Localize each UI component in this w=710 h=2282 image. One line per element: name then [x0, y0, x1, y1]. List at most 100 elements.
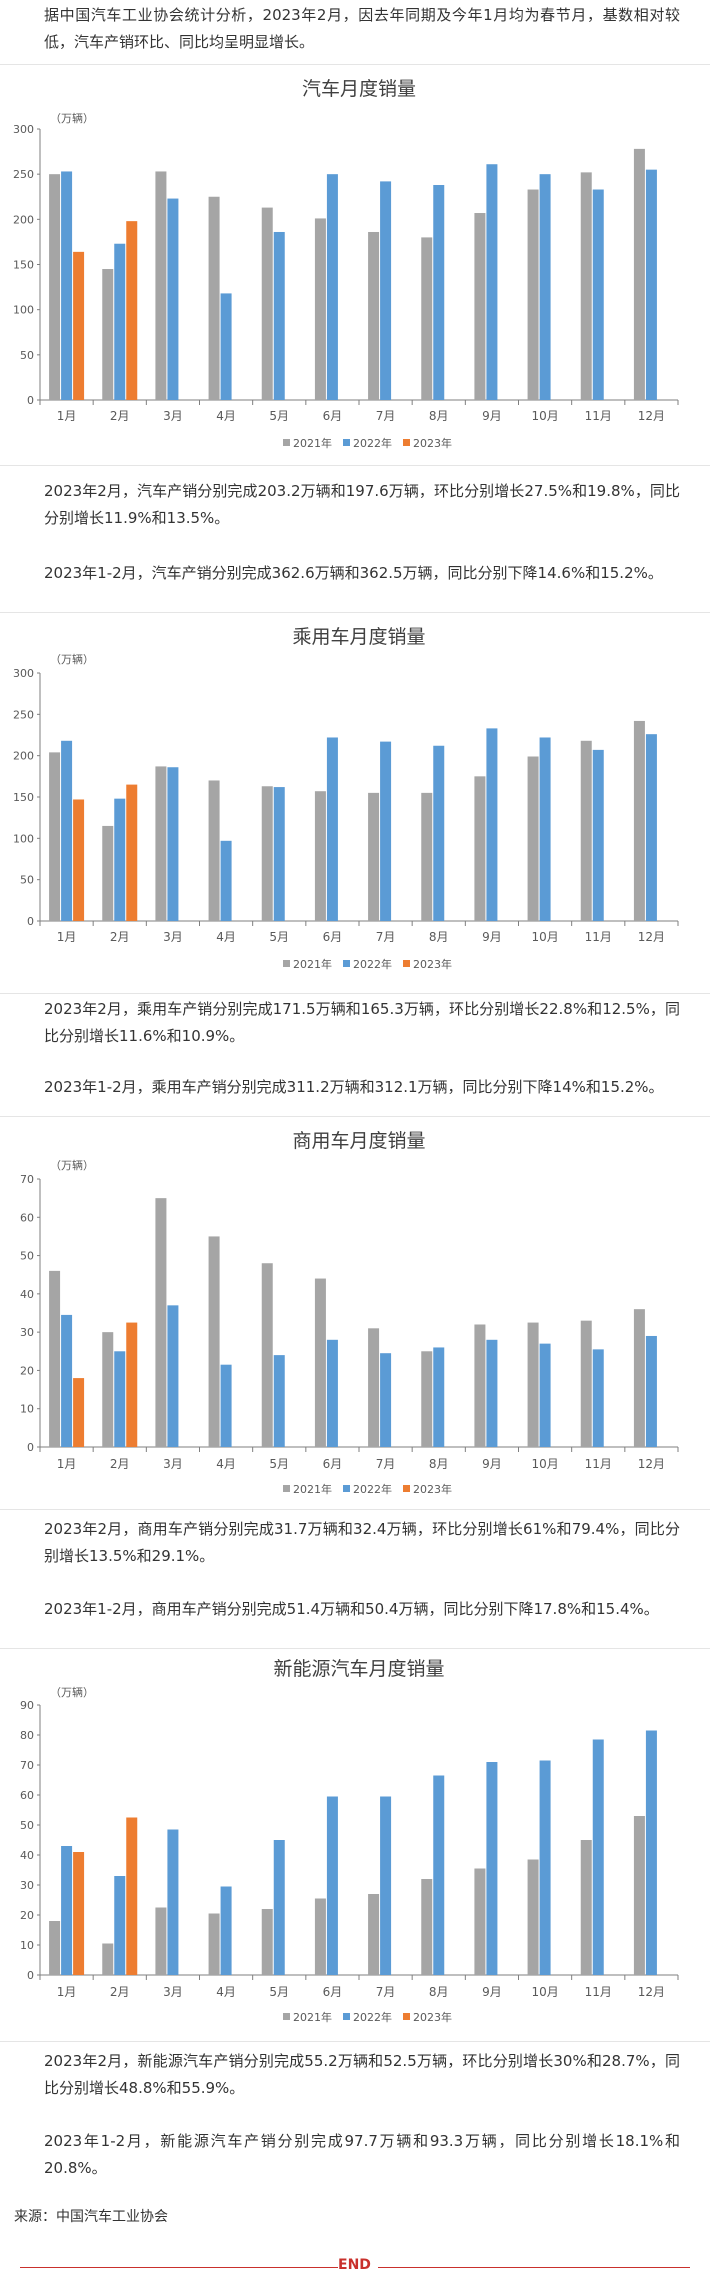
- legend-swatch-y2021: [283, 2013, 290, 2020]
- chart-title: 商用车月度销量: [292, 1130, 425, 1152]
- chart-total-vehicles: 汽车月度销量 （万辆） 0 50 100 150 200 250 300 1月 2月 3月 4月 5月 6月…: [0, 64, 710, 466]
- legend-label: 2022年: [353, 957, 392, 971]
- x-tick-label: 12月: [638, 930, 665, 944]
- x-tick-label: 11月: [585, 1457, 612, 1471]
- bar-y2021: [261, 1909, 273, 1975]
- bar-y2022: [380, 741, 392, 921]
- x-tick-label: 10月: [531, 930, 558, 944]
- legend-swatch-y2021: [283, 439, 290, 446]
- bar-y2022: [326, 1339, 338, 1447]
- unit-label: （万辆）: [50, 1158, 94, 1172]
- bar-y2022: [273, 1840, 285, 1975]
- bar-y2021: [49, 1921, 61, 1975]
- bar-y2021: [474, 213, 486, 400]
- x-tick-label: 6月: [323, 1457, 343, 1471]
- x-tick-label: 4月: [216, 930, 236, 944]
- x-tick-label: 7月: [376, 930, 396, 944]
- bar-y2021: [474, 1868, 486, 1975]
- bar-y2022: [592, 189, 604, 400]
- y-tick-label: 10: [20, 1939, 34, 1952]
- y-tick-label: 70: [20, 1173, 34, 1186]
- bar-y2022: [539, 1343, 551, 1447]
- bar-y2023: [73, 251, 85, 400]
- x-tick-label: 2月: [110, 1457, 130, 1471]
- bar-y2021: [580, 740, 592, 921]
- bar-y2021: [633, 148, 645, 400]
- bar-y2021: [261, 786, 273, 921]
- x-tick-label: 9月: [482, 409, 502, 423]
- chart-title: 汽车月度销量: [302, 78, 416, 100]
- legend-label: 2023年: [413, 957, 452, 971]
- bar-y2021: [474, 776, 486, 921]
- x-tick-label: 1月: [57, 409, 77, 423]
- x-tick-label: 4月: [216, 1985, 236, 1999]
- bar-y2021: [527, 1322, 539, 1447]
- bar-y2022: [114, 1351, 126, 1447]
- bar-y2021: [208, 780, 220, 921]
- x-tick-label: 12月: [638, 1985, 665, 1999]
- bar-y2022: [645, 734, 657, 921]
- legend-label: 2022年: [353, 2010, 392, 2024]
- bar-y2021: [527, 756, 539, 921]
- x-tick-label: 8月: [429, 1985, 449, 1999]
- x-tick-label: 5月: [269, 930, 289, 944]
- x-tick-label: 10月: [531, 409, 558, 423]
- bar-y2022: [220, 1364, 232, 1447]
- bar-y2023: [126, 784, 138, 921]
- bar-y2022: [433, 185, 445, 400]
- legend-swatch-y2022: [343, 1485, 350, 1492]
- legend-swatch-y2023: [403, 2013, 410, 2020]
- x-tick-label: 4月: [216, 1457, 236, 1471]
- bar-y2021: [527, 1859, 539, 1975]
- x-tick-label: 10月: [531, 1985, 558, 1999]
- unit-label: （万辆）: [50, 652, 94, 666]
- chart-passenger-vehicles: 乘用车月度销量 （万辆） 0 50 100 150 200 250 300 1月 2月 3月 4月 5月 6…: [0, 612, 710, 994]
- bar-y2023: [73, 1378, 85, 1447]
- y-tick-label: 50: [20, 349, 34, 362]
- y-tick-label: 200: [13, 750, 34, 763]
- legend-label: 2021年: [293, 2010, 332, 2024]
- bar-y2021: [208, 1913, 220, 1975]
- y-tick-label: 0: [27, 1969, 34, 1982]
- bar-y2022: [273, 1355, 285, 1447]
- bar-y2022: [61, 171, 73, 400]
- paragraph-total-jan-feb: 2023年1-2月，汽车产销分别完成362.6万辆和362.5万辆，同比分别下降…: [44, 564, 663, 582]
- x-tick-label: 7月: [376, 1457, 396, 1471]
- bar-y2022: [645, 1335, 657, 1447]
- end-divider-left: [20, 2267, 338, 2268]
- bar-y2022: [220, 1886, 232, 1975]
- x-tick-label: 7月: [376, 1985, 396, 1999]
- bar-y2022: [486, 728, 498, 921]
- bar-y2021: [421, 1879, 433, 1975]
- bar-y2022: [592, 1739, 604, 1975]
- bar-y2021: [314, 218, 326, 400]
- x-tick-label: 8月: [429, 409, 449, 423]
- bar-y2022: [592, 749, 604, 921]
- bar-y2022: [539, 737, 551, 921]
- bar-y2022: [539, 174, 551, 400]
- bar-y2021: [261, 207, 273, 400]
- x-tick-label: 9月: [482, 1985, 502, 1999]
- legend-label: 2021年: [293, 436, 332, 450]
- x-tick-label: 8月: [429, 930, 449, 944]
- bar-y2021: [421, 792, 433, 921]
- legend-label: 2023年: [413, 1482, 452, 1496]
- y-tick-label: 20: [20, 1364, 34, 1377]
- x-tick-label: 4月: [216, 409, 236, 423]
- x-tick-label: 3月: [163, 409, 183, 423]
- bar-y2021: [314, 1898, 326, 1975]
- source-note: 来源：中国汽车工业协会: [14, 2209, 168, 2225]
- legend-swatch-y2021: [283, 1485, 290, 1492]
- paragraph-passenger-feb: 2023年2月，乘用车产销分别完成171.5万辆和165.3万辆，环比分别增长2…: [44, 1000, 680, 1045]
- legend-swatch-y2023: [403, 960, 410, 967]
- paragraph-commercial-feb: 2023年2月，商用车产销分别完成31.7万辆和32.4万辆，环比分别增长61%…: [44, 1520, 680, 1565]
- y-tick-label: 90: [20, 1699, 34, 1712]
- unit-label: （万辆）: [50, 111, 94, 125]
- y-tick-label: 70: [20, 1759, 34, 1772]
- y-tick-label: 100: [13, 832, 34, 845]
- bar-y2021: [155, 171, 167, 400]
- x-tick-label: 6月: [323, 409, 343, 423]
- bar-y2021: [155, 1198, 167, 1447]
- chart-title: 新能源汽车月度销量: [273, 1658, 444, 1680]
- paragraph-nev-feb: 2023年2月，新能源汽车产销分别完成55.2万辆和52.5万辆，环比分别增长3…: [44, 2052, 680, 2097]
